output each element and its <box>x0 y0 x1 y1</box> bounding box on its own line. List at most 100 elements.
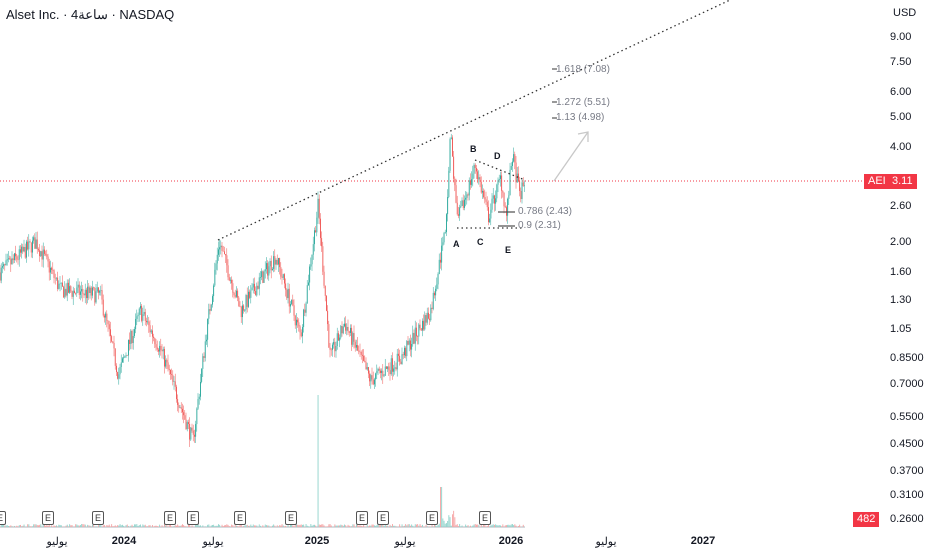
earnings-marker[interactable]: E <box>356 511 368 525</box>
candle <box>266 263 267 270</box>
volume-bar <box>446 523 447 527</box>
fib-label[interactable]: 1.272 (5.51) <box>556 97 610 108</box>
volume-bar <box>372 524 374 527</box>
candle <box>461 200 463 206</box>
volume-bar <box>341 524 343 527</box>
candle <box>284 274 285 284</box>
candle <box>41 251 43 260</box>
volume-bar <box>48 524 50 527</box>
earnings-marker[interactable]: E <box>187 511 199 525</box>
volume-bar <box>351 526 353 527</box>
volume-bar <box>134 524 135 527</box>
fib-label[interactable]: 0.9 (2.31) <box>518 220 561 231</box>
earnings-marker[interactable]: E <box>285 511 297 525</box>
volume-bar <box>448 515 450 527</box>
candle <box>497 180 499 185</box>
earnings-marker[interactable]: E <box>92 511 104 525</box>
candle <box>345 323 347 331</box>
candle <box>411 344 413 350</box>
candle <box>406 341 408 357</box>
candle <box>294 315 296 326</box>
candle <box>64 288 66 298</box>
candle <box>51 267 53 270</box>
candle <box>380 370 381 373</box>
candle <box>208 309 210 319</box>
wave-label-a: A <box>453 239 460 249</box>
volume-bar <box>417 524 419 527</box>
candle <box>358 350 360 352</box>
volume-bar <box>174 525 176 527</box>
volume-bar <box>306 525 308 527</box>
candle <box>24 246 26 258</box>
volume-bar <box>318 524 320 527</box>
volume-bar <box>117 525 119 527</box>
candle <box>346 326 348 331</box>
volume-bar <box>408 524 410 527</box>
candle <box>21 246 23 253</box>
candle <box>504 206 506 208</box>
candle <box>494 195 495 204</box>
last-price-tag: 3.11 <box>888 174 917 189</box>
candle <box>305 303 307 313</box>
earnings-marker[interactable]: E <box>479 511 491 525</box>
candle <box>68 282 69 293</box>
earnings-marker[interactable]: E <box>377 511 389 525</box>
candle <box>242 305 243 318</box>
earnings-marker[interactable]: E <box>164 511 176 525</box>
candle <box>297 319 299 323</box>
fib-label[interactable]: 1.13 (4.98) <box>556 112 605 123</box>
earnings-marker[interactable]: E <box>426 511 438 525</box>
volume-bar <box>125 525 127 527</box>
volume-bar <box>272 525 273 527</box>
candle <box>106 313 108 321</box>
candle <box>69 286 71 293</box>
earnings-marker[interactable]: E <box>0 511 6 525</box>
candle <box>258 277 260 289</box>
candle <box>518 173 519 182</box>
volume-bar <box>76 524 78 527</box>
candle <box>341 325 343 334</box>
candle <box>292 299 294 306</box>
volume-bar <box>436 526 438 527</box>
candle <box>184 415 186 420</box>
volume-bar <box>429 526 431 527</box>
volume-bar <box>208 524 210 527</box>
candle <box>442 242 444 246</box>
candle <box>236 290 237 297</box>
volume-bar <box>220 526 222 527</box>
candle <box>233 292 235 296</box>
volume-bar <box>279 525 281 527</box>
volume-bar <box>69 524 71 527</box>
candle <box>417 336 419 337</box>
volume-bar <box>470 525 471 527</box>
volume-bar <box>280 525 282 527</box>
candle <box>321 238 323 247</box>
volume-bar <box>459 524 461 527</box>
volume-bar <box>484 525 486 527</box>
candle <box>359 351 361 353</box>
candle <box>18 249 20 260</box>
volume-bar <box>89 525 91 527</box>
candle <box>376 371 378 374</box>
fib-label[interactable]: 1.618 (7.08) <box>556 64 610 75</box>
candle <box>302 327 303 337</box>
candle <box>339 337 341 341</box>
volume-bar <box>177 524 179 527</box>
volume-bar <box>36 524 38 527</box>
price-tick: 0.3700 <box>890 465 924 478</box>
volume-bar <box>406 525 408 527</box>
volume-bar <box>327 526 329 527</box>
candle <box>170 369 171 375</box>
volume-bar <box>45 525 47 527</box>
volume-bar <box>489 526 491 527</box>
projection-arrow <box>553 131 589 182</box>
fib-label[interactable]: 0.786 (2.43) <box>518 206 572 217</box>
volume-bar <box>165 525 167 527</box>
candle <box>479 177 481 182</box>
volume-bar <box>170 524 171 527</box>
volume-bar <box>100 524 102 527</box>
earnings-marker[interactable]: E <box>42 511 54 525</box>
earnings-marker[interactable]: E <box>234 511 246 525</box>
volume-bar <box>44 524 45 527</box>
